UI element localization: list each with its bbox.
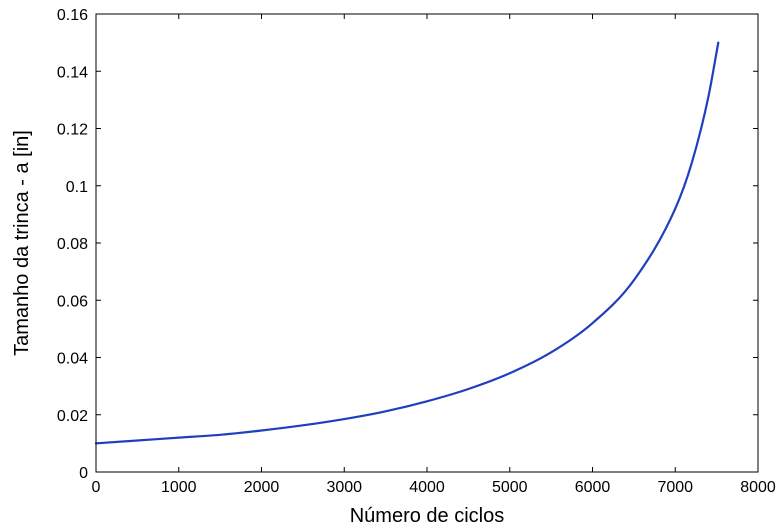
x-tick-label: 5000: [492, 479, 528, 496]
x-tick-label: 4000: [409, 479, 445, 496]
x-tick-label: 1000: [161, 479, 197, 496]
x-tick-label: 0: [92, 479, 101, 496]
y-tick-label: 0.16: [57, 7, 88, 24]
x-tick-label: 3000: [326, 479, 362, 496]
y-axis-ticks: 0 0.02 0.04 0.06 0.08 0.1 0.12 0.14 0.16: [57, 7, 758, 482]
y-tick-label: 0.14: [57, 64, 88, 81]
plot-background: [96, 14, 758, 472]
series-line: [94, 41, 720, 445]
x-axis-ticks: 0 1000 2000 3000 4000 5000 6000 7000 8000: [92, 14, 776, 496]
y-tick-label: 0.08: [57, 236, 88, 253]
y-tick-label: 0.04: [57, 351, 88, 368]
x-tick-label: 6000: [575, 479, 611, 496]
y-tick-label: 0.02: [57, 408, 88, 425]
series-layer: [94, 41, 720, 445]
x-tick-label: 8000: [740, 479, 776, 496]
x-axis-label: Número de ciclos: [350, 505, 505, 527]
y-tick-label: 0.06: [57, 293, 88, 310]
y-tick-label: 0.12: [57, 122, 88, 139]
x-tick-label: 7000: [657, 479, 693, 496]
y-tick-label: 0.1: [66, 179, 88, 196]
y-tick-label: 0: [79, 465, 88, 482]
x-tick-label: 2000: [244, 479, 280, 496]
y-axis-label: Tamanho da trinca - a [in]: [11, 130, 33, 356]
